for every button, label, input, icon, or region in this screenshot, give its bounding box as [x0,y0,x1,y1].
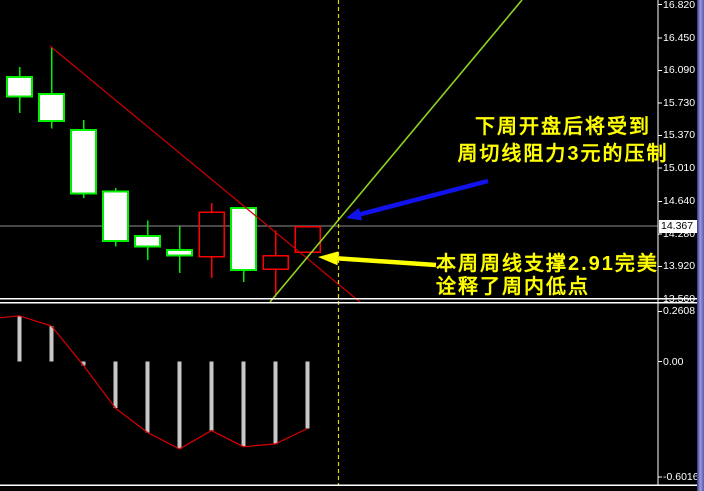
annotation-resistance-line2: 周切线阻力3元的压制 [457,143,669,165]
current-price-box: 14.367 [659,219,697,233]
annotation-support: 本周周线支撑2.91完美 诠释了周内低点 [436,253,659,299]
annotation-resistance: 下周开盘后将受到 周切线阻力3元的压制 [457,114,668,168]
candle-body [166,249,193,257]
candle-body [38,92,65,123]
candle-body [70,129,97,195]
yellow-arrow-shaft [337,256,437,268]
candle-body [262,254,289,270]
candle-body [198,211,225,258]
candle-body [134,234,161,248]
indicator-line [0,315,308,450]
candle-body [102,190,129,243]
annotation-support-line2: 诠释了周内低点 [436,276,590,298]
blue-arrow-head [346,207,363,221]
yellow-arrow-head [318,251,339,266]
candle-body [6,75,33,98]
annotation-support-line1: 本周周线支撑2.91完美 [436,253,659,275]
candle-body [294,225,321,253]
candle-body [230,206,257,272]
descending-trendline [49,45,361,303]
window-edge-strip[interactable] [697,0,704,491]
annotation-resistance-line1: 下周开盘后将受到 [475,116,651,138]
blue-arrow-shaft [359,178,489,217]
ascending-trendline [269,0,523,303]
